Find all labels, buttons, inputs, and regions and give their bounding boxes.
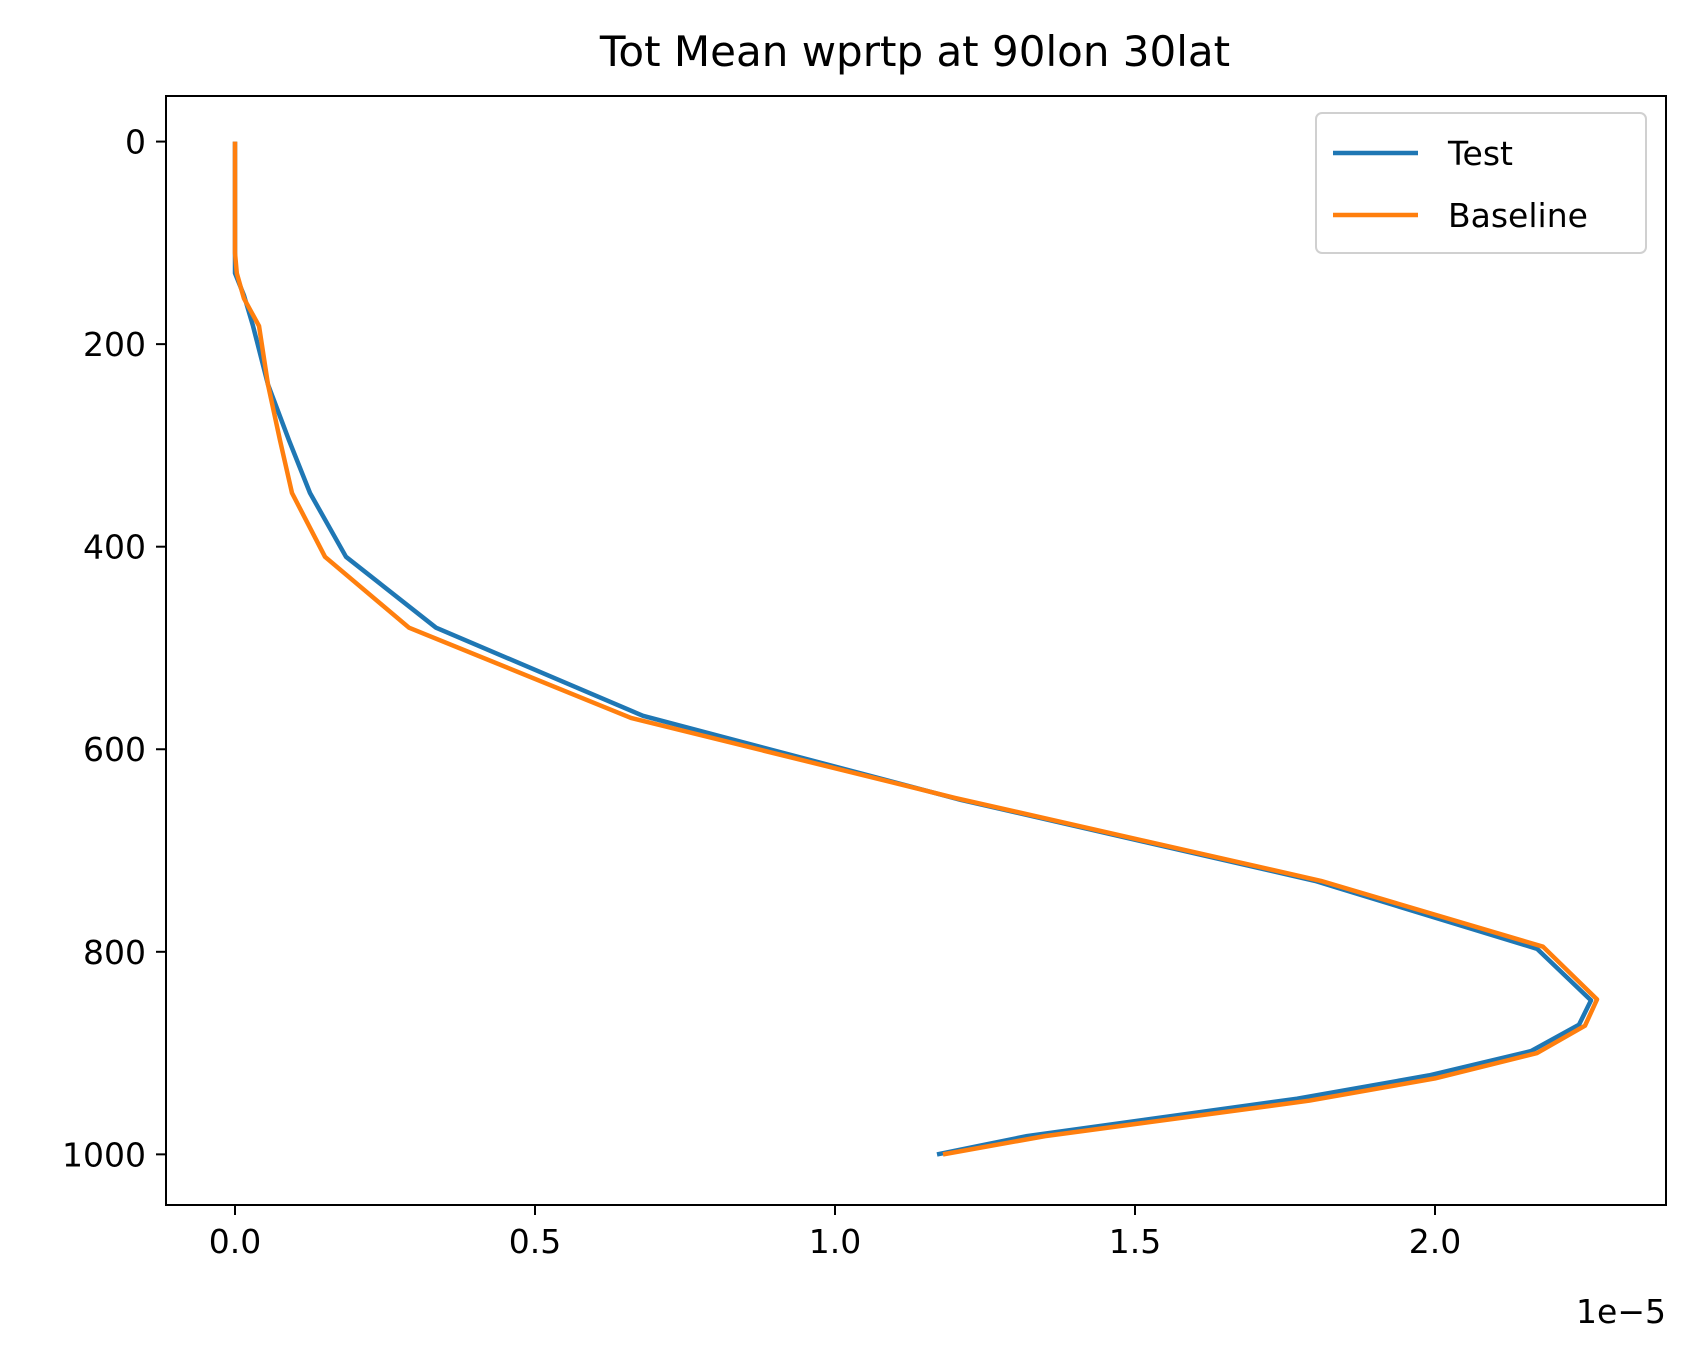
legend-label-test: Test (1447, 134, 1513, 173)
x-tick-label: 0.5 (509, 1222, 561, 1261)
x-tick-label: 1.5 (1109, 1222, 1161, 1261)
legend: Test Baseline (1315, 112, 1647, 254)
series-layer (232, 141, 1600, 1157)
y-tick-label: 800 (83, 933, 146, 972)
x-tick-label: 2.0 (1409, 1222, 1461, 1261)
x-offset-label: 1e−5 (1576, 1292, 1666, 1331)
y-tick-label: 600 (83, 730, 146, 769)
legend-box (1315, 112, 1647, 254)
x-tick-label: 0.0 (209, 1222, 261, 1261)
x-tick-label: 1.0 (809, 1222, 861, 1261)
legend-label-baseline: Baseline (1448, 196, 1588, 235)
series-line-baseline (232, 141, 1600, 1157)
y-tick-label: 200 (83, 325, 146, 364)
axis-layer: 0.0 0.5 1.0 1.5 2.0 0 200 400 600 800 1000 (62, 123, 1461, 1261)
chart-title: Tot Mean wprtp at 90lon 30lat (599, 27, 1230, 76)
y-tick-label: 0 (125, 123, 146, 162)
y-tick-label: 400 (83, 528, 146, 567)
y-tick-label: 1000 (62, 1135, 146, 1174)
plot-frame (165, 95, 1667, 1206)
